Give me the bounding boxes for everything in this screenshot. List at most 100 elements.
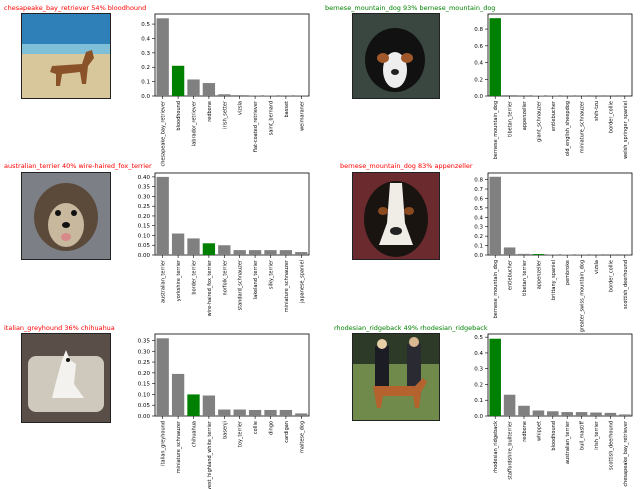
bar-chart: 0.0 0.1 0.2 0.3 0.4 0.5 rhodesian_ridgeback sta… bbox=[474, 333, 633, 487]
y-tick-label: 0.40 bbox=[138, 175, 151, 181]
bar bbox=[156, 338, 169, 416]
x-tick-label: dingo bbox=[269, 421, 275, 435]
bar bbox=[233, 250, 246, 255]
bar bbox=[171, 65, 185, 96]
bar-chart: 0.0 0.1 0.2 0.3 0.4 0.5 0.6 0.7 0.8 bernese_mount… bbox=[474, 172, 633, 332]
bar bbox=[156, 18, 169, 96]
x-tick-label: redbone bbox=[207, 101, 213, 122]
y-tick-label: 0.5 bbox=[141, 22, 150, 28]
y-tick-label: 0.2 bbox=[474, 234, 483, 240]
x-tick-label: tibetan_terrier bbox=[508, 100, 514, 137]
x-tick-label: bernese_mountain_dog bbox=[493, 260, 499, 318]
x-tick-label: labrador_retriever bbox=[192, 100, 198, 146]
bar bbox=[489, 176, 501, 255]
y-tick-label: 0.4 bbox=[474, 61, 483, 67]
bar bbox=[547, 411, 559, 416]
x-tick-label: cardigan bbox=[284, 421, 290, 443]
plot-frame bbox=[487, 13, 633, 97]
bar bbox=[171, 233, 185, 255]
y-tick-label: 0.05 bbox=[138, 403, 151, 409]
x-tick-label: bull_mastiff bbox=[580, 420, 586, 450]
y-tick-label: 0.0 bbox=[141, 94, 150, 100]
bar bbox=[561, 412, 573, 416]
panel-caption: australian_terrier 40% wire-haired_fox_t… bbox=[4, 162, 152, 170]
bar bbox=[248, 95, 262, 96]
x-tick-label: australian_terrier bbox=[565, 420, 571, 464]
bar-chart: 0.0 0.1 0.2 0.3 0.4 0.5 chesapeake_bay_retriev… bbox=[141, 13, 310, 167]
y-tick-label: 0.20 bbox=[138, 214, 151, 220]
y-tick-label: 0.4 bbox=[474, 215, 483, 221]
y-tick-label: 0.6 bbox=[474, 196, 483, 202]
bar bbox=[202, 243, 216, 255]
y-tick-label: 0.5 bbox=[474, 335, 483, 341]
x-tick-label: old_english_sheepdog bbox=[565, 101, 571, 156]
bar bbox=[532, 95, 545, 96]
bar bbox=[218, 245, 231, 255]
y-tick-label: 0.35 bbox=[138, 185, 151, 191]
bar bbox=[156, 176, 169, 255]
y-tick-label: 0.8 bbox=[474, 178, 483, 184]
plot-frame bbox=[487, 172, 633, 256]
x-tick-label: chihuahua bbox=[192, 421, 198, 447]
bar bbox=[248, 409, 262, 416]
x-tick-label: scottish_deerhound bbox=[623, 260, 629, 309]
x-tick-label: west_highland_white_terrier bbox=[207, 420, 213, 489]
bar bbox=[503, 247, 516, 255]
panel-caption: italian_greyhound 36% chihuahua bbox=[4, 324, 115, 332]
x-tick-label: australian_terrier bbox=[161, 259, 167, 303]
y-tick-label: 0.00 bbox=[138, 253, 151, 259]
bar bbox=[532, 410, 545, 416]
bar bbox=[604, 412, 617, 416]
bar-chart: 0.00 0.05 0.10 0.15 0.20 0.25 0.30 0.35 0.40 aust… bbox=[138, 172, 310, 316]
x-tick-label: greater_swiss_mountain_dog bbox=[580, 260, 586, 332]
x-tick-label: miniature_schnauzer bbox=[284, 259, 290, 312]
x-tick-label: miniature_schnauzer bbox=[176, 420, 182, 473]
x-tick-label: vizsla bbox=[594, 260, 600, 274]
x-tick-label: entlebucher bbox=[508, 259, 514, 290]
x-tick-label: lakeland_terrier bbox=[253, 259, 259, 299]
bar bbox=[547, 254, 559, 255]
x-tick-label: wire-haired_fox_terrier bbox=[207, 259, 213, 316]
bar bbox=[202, 395, 216, 416]
terrier-face-image bbox=[21, 172, 111, 260]
y-tick-label: 0.25 bbox=[138, 360, 151, 366]
y-tick-label: 0.1 bbox=[474, 398, 483, 404]
x-tick-label: bloodhound bbox=[551, 421, 557, 451]
y-tick-label: 0.10 bbox=[138, 392, 151, 398]
y-tick-label: 0.00 bbox=[138, 414, 151, 420]
y-tick-label: 0.1 bbox=[141, 80, 150, 86]
y-tick-label: 0.0 bbox=[474, 414, 483, 420]
x-tick-label: toy_terrier bbox=[238, 420, 244, 447]
bar bbox=[503, 394, 516, 416]
y-tick-label: 0.6 bbox=[474, 44, 483, 50]
dog-on-beach-image bbox=[21, 13, 111, 99]
bar bbox=[532, 254, 545, 255]
x-tick-label: scottish_deerhound bbox=[608, 421, 614, 470]
x-tick-label: rhodesian_ridgeback bbox=[493, 421, 499, 473]
bar bbox=[279, 409, 293, 416]
x-tick-label: bloodhound bbox=[176, 101, 182, 131]
bar bbox=[233, 95, 246, 96]
x-tick-label: brittany_spaniel bbox=[551, 260, 557, 300]
bar bbox=[518, 253, 530, 255]
x-tick-label: yorkshire_terrier bbox=[176, 259, 182, 301]
bar bbox=[518, 405, 530, 416]
bar bbox=[233, 409, 246, 416]
y-tick-label: 0.7 bbox=[474, 187, 483, 193]
bar bbox=[171, 373, 185, 416]
bar bbox=[279, 250, 293, 255]
y-tick-label: 0.0 bbox=[474, 94, 483, 100]
bernese-portrait-image bbox=[352, 172, 440, 260]
x-tick-label: weimaraner bbox=[299, 100, 305, 131]
x-tick-label: chesapeake_bay_retriever bbox=[161, 100, 167, 167]
x-tick-label: maltese_dog bbox=[299, 421, 305, 453]
x-tick-label: whippet bbox=[536, 421, 542, 441]
x-tick-label: staffordshire_bullterrier bbox=[508, 420, 514, 480]
y-tick-label: 0.3 bbox=[141, 51, 150, 57]
plot-frame bbox=[487, 333, 633, 417]
x-tick-label: flat-coated_retriever bbox=[253, 100, 259, 152]
x-tick-label: appenzeller bbox=[536, 259, 542, 289]
panel-caption: rhodesian_ridgeback 49% rhodesian_ridgeb… bbox=[334, 324, 488, 332]
x-tick-label: irish_terrier bbox=[594, 420, 600, 450]
bar bbox=[264, 409, 277, 416]
